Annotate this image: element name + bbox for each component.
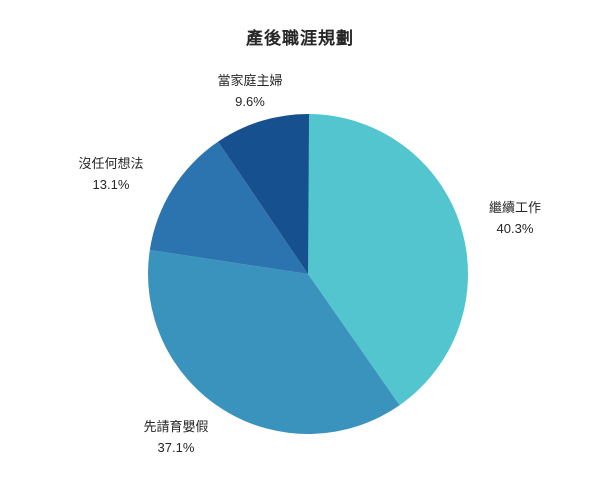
slice-label-value: 37.1% (157, 440, 195, 455)
slice-label-name: 當家庭主婦 (217, 73, 283, 88)
pie-slice-0 (308, 114, 468, 406)
slice-label-name: 先請育嬰假 (143, 419, 209, 434)
slice-label: 繼續工作 40.3% (489, 197, 541, 239)
slice-label-value: 40.3% (496, 221, 534, 236)
pie-slice-3 (218, 113, 310, 275)
slice-label: 當家庭主婦 9.6% (217, 70, 282, 112)
chart-title: 產後職涯規劃 (246, 29, 354, 48)
pie-slice-2 (149, 141, 308, 274)
slice-label-value: 9.6% (235, 94, 265, 109)
slice-label-name: 沒任何想法 (78, 156, 144, 171)
slice-label: 沒任何想法 13.1% (78, 153, 143, 195)
slice-label-name: 繼續工作 (488, 200, 542, 215)
slice-label: 先請育嬰假 37.1% (143, 416, 208, 458)
pie-slice-1 (148, 249, 400, 434)
slice-label-value: 13.1% (92, 177, 130, 192)
